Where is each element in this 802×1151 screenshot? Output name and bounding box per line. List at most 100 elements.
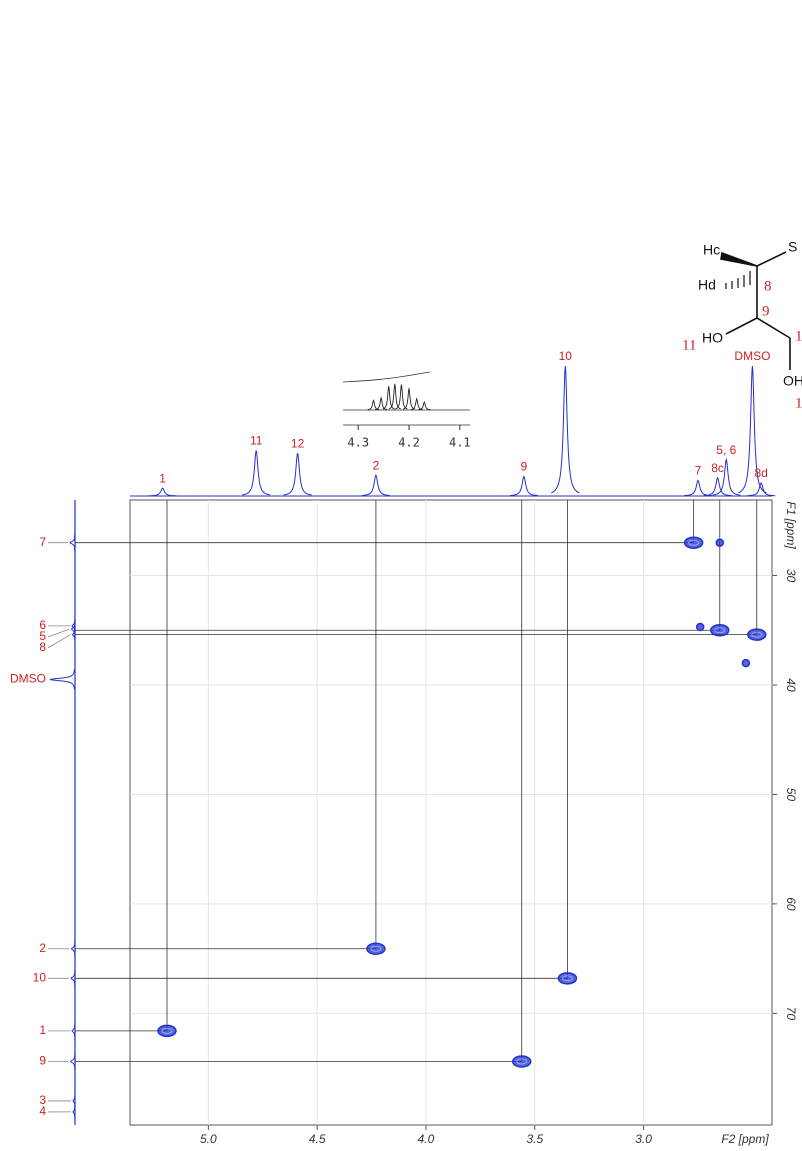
- cross-peak-contour: [370, 945, 382, 952]
- proton-peak-label: 12: [291, 436, 305, 450]
- carbon-peak-label: 3: [39, 1093, 46, 1107]
- carbon-peak: [70, 938, 76, 959]
- y-tick-label: 30: [784, 569, 798, 583]
- inset-tick-label: 4.1: [449, 436, 471, 450]
- cross-peak-contour: [516, 1058, 528, 1065]
- atom-label: HO: [702, 330, 723, 346]
- proton-peak: [551, 365, 580, 494]
- proton-peak: [747, 482, 776, 497]
- inset-peak: [375, 396, 388, 410]
- cross-peak-contour: [714, 627, 726, 634]
- wedge-bond: [720, 251, 758, 267]
- proton-peak: [283, 452, 312, 496]
- proton-peak-label: 5, 6: [716, 443, 736, 457]
- leader-line: [47, 634, 71, 649]
- cross-peak: [683, 536, 704, 549]
- carbon-peak: [71, 1020, 76, 1041]
- proton-peak: [361, 474, 390, 496]
- cross-peak: [747, 628, 767, 641]
- proton-peak-label: 8d: [754, 466, 767, 480]
- x-tick-label: 3.5: [526, 1132, 543, 1146]
- proton-peak: [242, 450, 271, 496]
- proton-peak-label: 2: [373, 458, 380, 472]
- x-tick-label: 4.0: [418, 1132, 435, 1146]
- cross-peak: [741, 658, 751, 668]
- leader-line: [47, 628, 70, 638]
- x-tick-label: 4.5: [309, 1132, 326, 1146]
- carbon-peak-label: 1: [39, 1023, 46, 1037]
- proton-peak-label: DMSO: [734, 349, 770, 363]
- carbon-peak-label: DMSO: [10, 672, 46, 686]
- atom-number: 8: [764, 278, 772, 294]
- hash-bond: [725, 271, 751, 289]
- proton-peak-label: 1: [159, 471, 166, 485]
- y-tick-label: 40: [784, 678, 798, 692]
- atom-label: Hc: [703, 242, 720, 258]
- inset-tick-label: 4.2: [398, 436, 420, 450]
- carbon-peak-label: 5: [39, 629, 46, 643]
- carbon-peak: [70, 619, 76, 640]
- carbon-peak: [69, 1051, 76, 1072]
- cross-peak: [366, 942, 386, 956]
- inset-peak: [418, 400, 431, 411]
- inset-tick-label: 4.3: [347, 436, 369, 450]
- atom-label: S: [788, 239, 797, 255]
- atom-number: 1: [795, 395, 802, 411]
- integral-curve: [342, 371, 431, 383]
- bond: [756, 317, 791, 339]
- carbon-peak: [69, 532, 76, 553]
- y-tick-label: 60: [784, 897, 798, 911]
- cross-peak-contour: [688, 539, 700, 546]
- cross-peak: [695, 622, 705, 632]
- atom-label: Hd: [698, 277, 716, 293]
- proton-peak-label: 11: [250, 434, 263, 448]
- proton-peak-label: 10: [559, 349, 573, 363]
- bond: [725, 317, 758, 335]
- atom-number: 9: [762, 303, 770, 319]
- cross-peak-contour: [562, 975, 573, 982]
- bond: [756, 251, 787, 267]
- carbon-peak-label: 9: [39, 1054, 46, 1068]
- carbon-peak-label: 7: [39, 535, 46, 549]
- cross-peak-contour: [751, 631, 763, 638]
- carbon-peak-label: 10: [33, 970, 47, 984]
- cross-peak-contour: [161, 1027, 173, 1034]
- inset-peak: [402, 388, 416, 410]
- cross-peak: [557, 972, 578, 985]
- proton-peak-label: 8c: [711, 461, 724, 475]
- inset-peak: [388, 383, 401, 410]
- atom-number: 1: [795, 328, 802, 344]
- molecule: [720, 251, 791, 370]
- proton-peak: [703, 476, 732, 497]
- inset-peak: [382, 385, 395, 410]
- carbon-peak-label: 8: [39, 640, 46, 654]
- x-axis-label: F2 [ppm]: [721, 1132, 769, 1146]
- proton-peak: [684, 479, 712, 497]
- cross-peak: [710, 624, 730, 637]
- proton-peak-label: 7: [695, 464, 702, 478]
- carbon-peak-label: 6: [39, 618, 46, 632]
- proton-peak: [148, 487, 177, 497]
- proton-peak: [509, 475, 538, 496]
- cross-peak: [511, 1055, 532, 1068]
- atom-label: OH: [783, 373, 802, 389]
- carbon-peak-label: 4: [39, 1104, 46, 1118]
- carbon-peak-label: 2: [39, 941, 46, 955]
- x-tick-label: 5.0: [200, 1132, 217, 1146]
- plot-frame: [129, 499, 773, 1126]
- proton-peak: [712, 457, 741, 496]
- y-tick-label: 50: [784, 788, 798, 802]
- carbon-peak: [49, 669, 75, 690]
- proton-peak-label: 9: [521, 460, 528, 474]
- y-axis-label: F1 [ppm]: [784, 501, 798, 549]
- atom-number: 11: [682, 337, 696, 353]
- x-tick-label: 3.0: [635, 1132, 652, 1146]
- cross-peak: [715, 538, 725, 547]
- proton-peak: [738, 365, 767, 494]
- carbon-peak: [71, 624, 76, 645]
- y-tick-label: 70: [784, 1007, 798, 1021]
- carbon-peak: [72, 1101, 76, 1122]
- carbon-peak: [70, 968, 76, 989]
- cross-peak: [157, 1024, 177, 1038]
